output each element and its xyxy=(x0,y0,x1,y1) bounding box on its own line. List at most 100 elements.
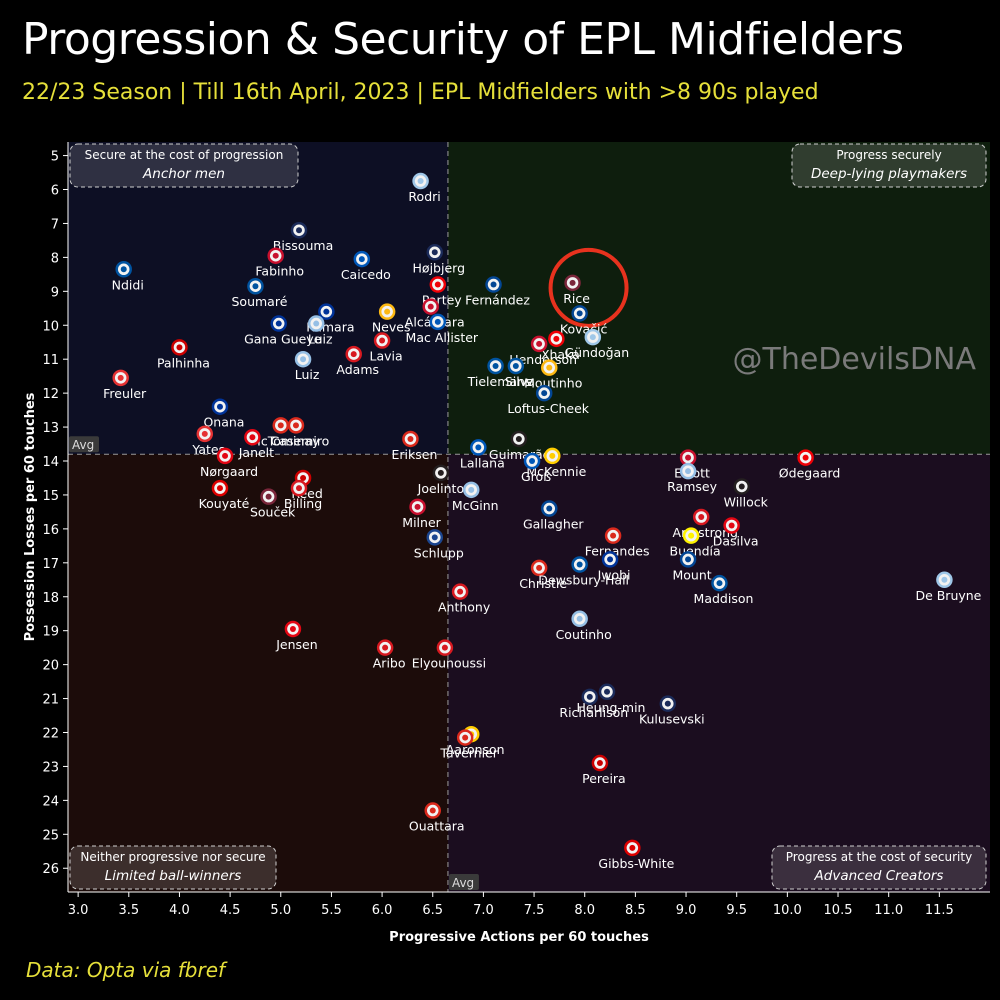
chart-title: Progression & Security of EPL Midfielder… xyxy=(22,14,904,65)
quadrant-desc-bottom-right: Progress at the cost of security xyxy=(786,850,972,864)
player-point: Kulusevski xyxy=(639,695,705,727)
y-tick-label: 20 xyxy=(42,659,59,674)
x-tick-label: 7.0 xyxy=(473,903,494,918)
player-label: Neves xyxy=(372,320,411,335)
x-tick-label: 3.0 xyxy=(68,903,89,918)
player-marker-badge xyxy=(546,364,553,371)
player-marker-badge xyxy=(382,644,389,651)
player-label: Luiz xyxy=(295,367,320,382)
player-marker-badge xyxy=(300,474,307,481)
player-label: McTominay xyxy=(250,433,320,448)
player-marker-badge xyxy=(536,340,543,347)
player-point: Ouattara xyxy=(409,802,465,834)
player-label: Ramsey xyxy=(667,479,717,494)
y-tick-label: 11 xyxy=(42,353,59,368)
player-point: Nørgaard xyxy=(200,447,258,479)
x-tick-label: 5.0 xyxy=(270,903,291,918)
quadrant-bg-top-left xyxy=(68,142,448,455)
player-marker-badge xyxy=(222,452,229,459)
player-point: Ødegaard xyxy=(779,449,840,481)
y-tick-label: 6 xyxy=(51,184,59,199)
player-point: Tavernier xyxy=(439,729,499,761)
player-point: Moutinho xyxy=(524,359,582,391)
player-marker-badge xyxy=(249,434,256,441)
player-marker-badge xyxy=(379,337,386,344)
player-marker-badge xyxy=(490,281,497,288)
player-point: Joelinton xyxy=(417,464,472,496)
player-marker-badge xyxy=(738,483,745,490)
y-tick-label: 5 xyxy=(51,150,59,165)
player-marker-badge xyxy=(664,700,671,707)
x-tick-label: 10.0 xyxy=(773,903,802,918)
player-label: Rodri xyxy=(408,189,440,204)
player-label: Milner xyxy=(402,515,441,530)
player-label: Højbjerg xyxy=(413,260,465,275)
y-tick-label: 17 xyxy=(42,557,59,572)
y-average-label-bg xyxy=(69,436,99,453)
player-point: Maddison xyxy=(694,574,754,606)
player-point: Gana Gueye xyxy=(244,315,322,347)
player-marker-badge xyxy=(515,435,522,442)
player-point: Caicedo xyxy=(341,250,391,282)
player-marker-badge xyxy=(417,178,424,185)
y-tick-label: 10 xyxy=(42,319,59,334)
player-label: Onana xyxy=(203,415,244,430)
player-point: Fernández xyxy=(465,276,530,308)
player-marker-badge xyxy=(512,362,519,369)
y-tick-label: 14 xyxy=(42,455,59,470)
player-label: Gallagher xyxy=(523,517,584,532)
player-label: Luiz xyxy=(308,332,333,347)
player-point: Jensen xyxy=(275,620,318,652)
player-point: Kouyaté xyxy=(199,479,250,511)
y-tick-label: 19 xyxy=(42,625,59,640)
player-point: Heung-min xyxy=(577,683,645,715)
player-marker-badge xyxy=(272,252,279,259)
y-average-label: Avg xyxy=(72,438,94,452)
player-label: Lallana xyxy=(460,455,505,470)
y-tick-label: 7 xyxy=(51,217,59,232)
player-marker-badge xyxy=(275,320,282,327)
player-marker-badge xyxy=(728,522,735,529)
player-point: McKennie xyxy=(526,447,587,479)
player-marker-badge xyxy=(492,362,499,369)
player-label: Schlupp xyxy=(414,545,464,560)
y-tick-label: 8 xyxy=(51,251,59,266)
player-label: Moutinho xyxy=(524,376,582,391)
player-marker-badge xyxy=(468,486,475,493)
player-marker-badge xyxy=(431,534,438,541)
player-point: Onana xyxy=(203,398,244,430)
player-label: Dasilva xyxy=(713,533,759,548)
player-marker-badge xyxy=(576,615,583,622)
player-marker-badge xyxy=(475,444,482,451)
player-label: Henderson xyxy=(509,352,577,367)
player-point: De Bruyne xyxy=(915,571,982,603)
player-point: Elyounoussi xyxy=(412,639,486,671)
player-label: Maddison xyxy=(694,591,754,606)
chart-subtitle: 22/23 Season | Till 16th April, 2023 | E… xyxy=(22,80,819,105)
x-tick-label: 4.5 xyxy=(220,903,241,918)
player-point: Mac Allister xyxy=(406,313,479,345)
player-marker-badge xyxy=(120,266,127,273)
player-label: Adams xyxy=(336,362,379,377)
x-axis-label: Progressive Actions per 60 touches xyxy=(389,930,649,945)
player-marker-badge xyxy=(586,693,593,700)
player-marker-badge xyxy=(117,374,124,381)
player-label: Ouattara xyxy=(409,819,465,834)
player-label: Aaronson xyxy=(446,742,505,757)
x-tick-label: 9.0 xyxy=(676,903,697,918)
player-marker-badge xyxy=(427,303,434,310)
player-point: Bissouma xyxy=(273,221,333,253)
player-label: McGinn xyxy=(452,498,499,513)
player-marker-badge xyxy=(434,281,441,288)
x-tick-label: 8.0 xyxy=(574,903,595,918)
player-marker-badge xyxy=(457,588,464,595)
player-label: McKennie xyxy=(526,464,586,479)
player-point: Guimarães xyxy=(489,430,557,462)
x-tick-label: 11.0 xyxy=(874,903,903,918)
player-point: Rice xyxy=(548,247,629,328)
player-marker-badge xyxy=(296,227,303,234)
player-marker-badge xyxy=(384,308,391,315)
watermark: @TheDevilsDNA xyxy=(733,342,977,377)
player-label: Freuler xyxy=(103,386,147,401)
quadrant-name-bottom-right: Advanced Creators xyxy=(814,868,944,884)
